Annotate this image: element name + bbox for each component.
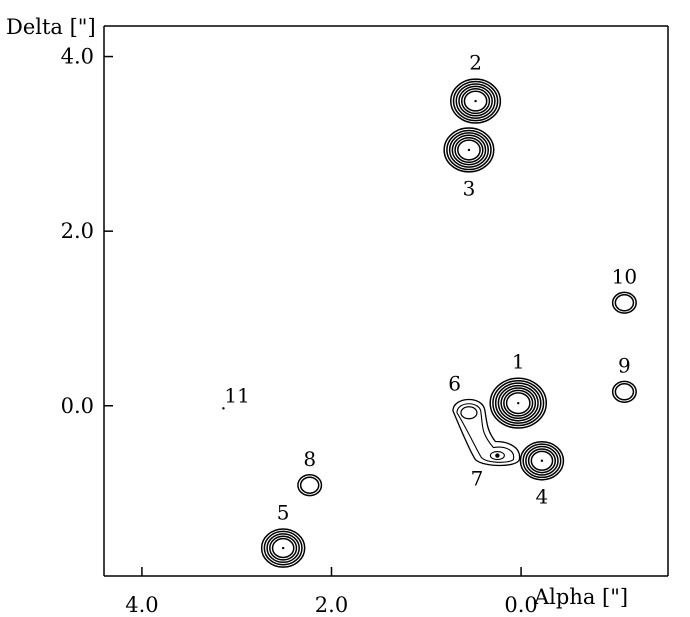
contour-ring [460,88,491,115]
contour-ring [458,85,493,117]
source-label-1: 1 [512,349,525,373]
source-peak [474,99,477,103]
source-label-7: 7 [471,467,484,491]
contour-ring [443,127,495,173]
contour-ring [455,83,496,119]
source-pair-inner [456,403,515,463]
axes: 4.0 2.0 0.0 4.0 2.0 0.0 [61,25,669,617]
source-1-contours [489,377,548,429]
source-5-contours [260,528,306,568]
contour-ring [527,448,557,474]
contour-ring [299,476,320,494]
contour-ring [463,90,488,112]
contour-ring [614,293,635,312]
x-tick-label: 2.0 [315,593,348,617]
source-peak [467,148,471,152]
contour-ring [450,78,502,124]
source-6-core [460,406,478,420]
contour-ring [266,533,300,564]
y-tick-label: 2.0 [61,219,94,243]
source-2-contours [450,78,502,124]
source-3-contours [443,127,495,173]
source-label-layer: 1 2 3 4 5 6 7 8 9 10 11 [224,50,637,524]
source-10-contours [611,291,637,314]
source-7-peak [495,453,500,458]
contour-ring [452,80,499,122]
source-label-4: 4 [536,484,549,508]
source-label-5: 5 [277,501,290,525]
source-7-core [489,450,505,461]
contour-ring [530,450,554,471]
contour-ring [497,384,539,422]
source-label-3: 3 [463,177,476,201]
x-axis-title: Alpha ["] [533,585,628,609]
source-label-10: 10 [612,265,637,289]
contour-ring [494,382,542,424]
y-tick-label: 0.0 [61,394,94,418]
source-4-contours [519,440,565,481]
contour-ring [611,291,637,314]
contour-ring [457,139,481,161]
source-6-contours [452,398,521,467]
contour-ring [492,379,545,427]
contour-ring [614,383,635,401]
source-peak [540,459,544,462]
x-tick-label: 4.0 [125,593,158,617]
contour-ring [611,380,637,403]
source-label-9: 9 [618,354,631,378]
contour-ring [271,537,295,559]
y-tick-label: 4.0 [61,45,94,69]
source-pair-envelope [452,398,521,467]
source-peak [281,546,285,550]
contour-ring [500,387,537,420]
source-11-contours [222,407,225,410]
contour-ring [446,129,492,171]
source-label-11: 11 [224,383,249,407]
contour-ring [519,440,565,481]
contour-ring [260,528,306,568]
contour-ring [297,474,323,497]
contour-ring [263,530,303,566]
contour-ring [522,443,562,479]
x-tick-label: 0.0 [504,593,537,617]
contour-ring [269,535,298,561]
source-7-contours [489,450,505,461]
contour-ring [503,389,534,417]
contour-ring [451,134,487,166]
contour-ring [448,132,490,168]
contour-ring [489,377,548,429]
contour-ring [505,392,531,415]
source-9-contours [611,380,637,403]
contour-ring [454,136,484,163]
y-axis-title: Delta ["] [6,15,96,39]
contour-layer [222,78,637,568]
contour-ring [525,445,559,476]
source-8-contours [297,474,323,497]
source-peak [517,401,520,405]
source-label-2: 2 [469,50,482,74]
source-label-6: 6 [448,372,461,396]
source-marker [222,407,225,410]
source-label-8: 8 [303,447,316,471]
